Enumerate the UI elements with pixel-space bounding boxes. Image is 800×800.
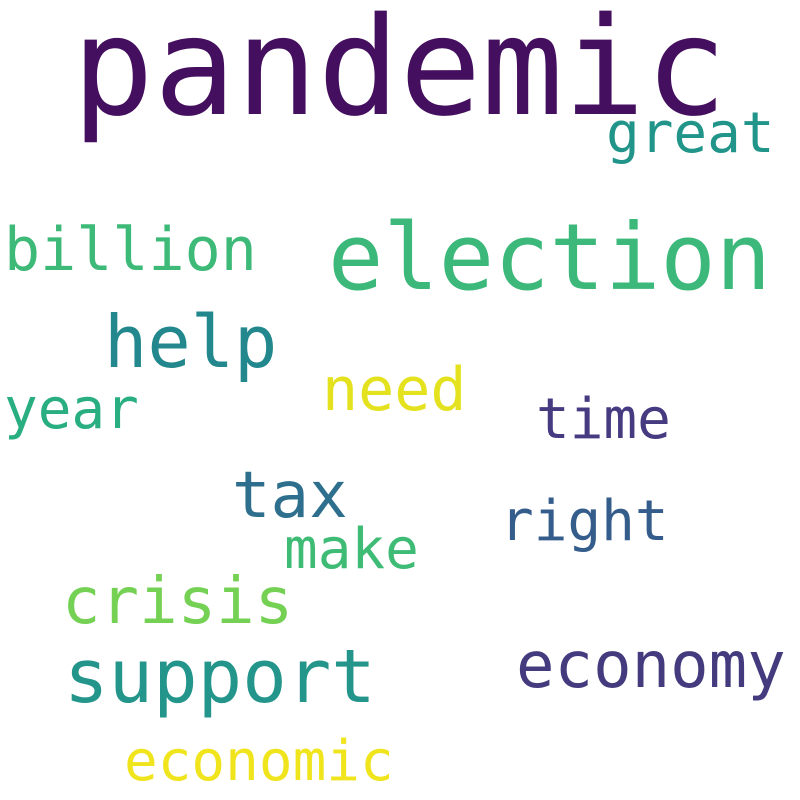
word-economy: economy — [516, 629, 786, 703]
word-year: year — [4, 377, 139, 442]
word-right: right — [500, 489, 669, 554]
word-great: great — [606, 101, 775, 166]
word-need: need — [322, 355, 467, 425]
word-support: support — [64, 634, 376, 720]
word-time: time — [536, 387, 671, 452]
word-help: help — [104, 300, 278, 384]
word-billion: billion — [4, 215, 257, 285]
word-election: election — [328, 204, 772, 311]
word-tax: tax — [232, 459, 348, 533]
word-crisis: crisis — [62, 565, 294, 639]
word-pandemic: pandemic — [72, 0, 728, 147]
word-economic: economic — [124, 729, 394, 794]
word-make: make — [284, 517, 419, 582]
